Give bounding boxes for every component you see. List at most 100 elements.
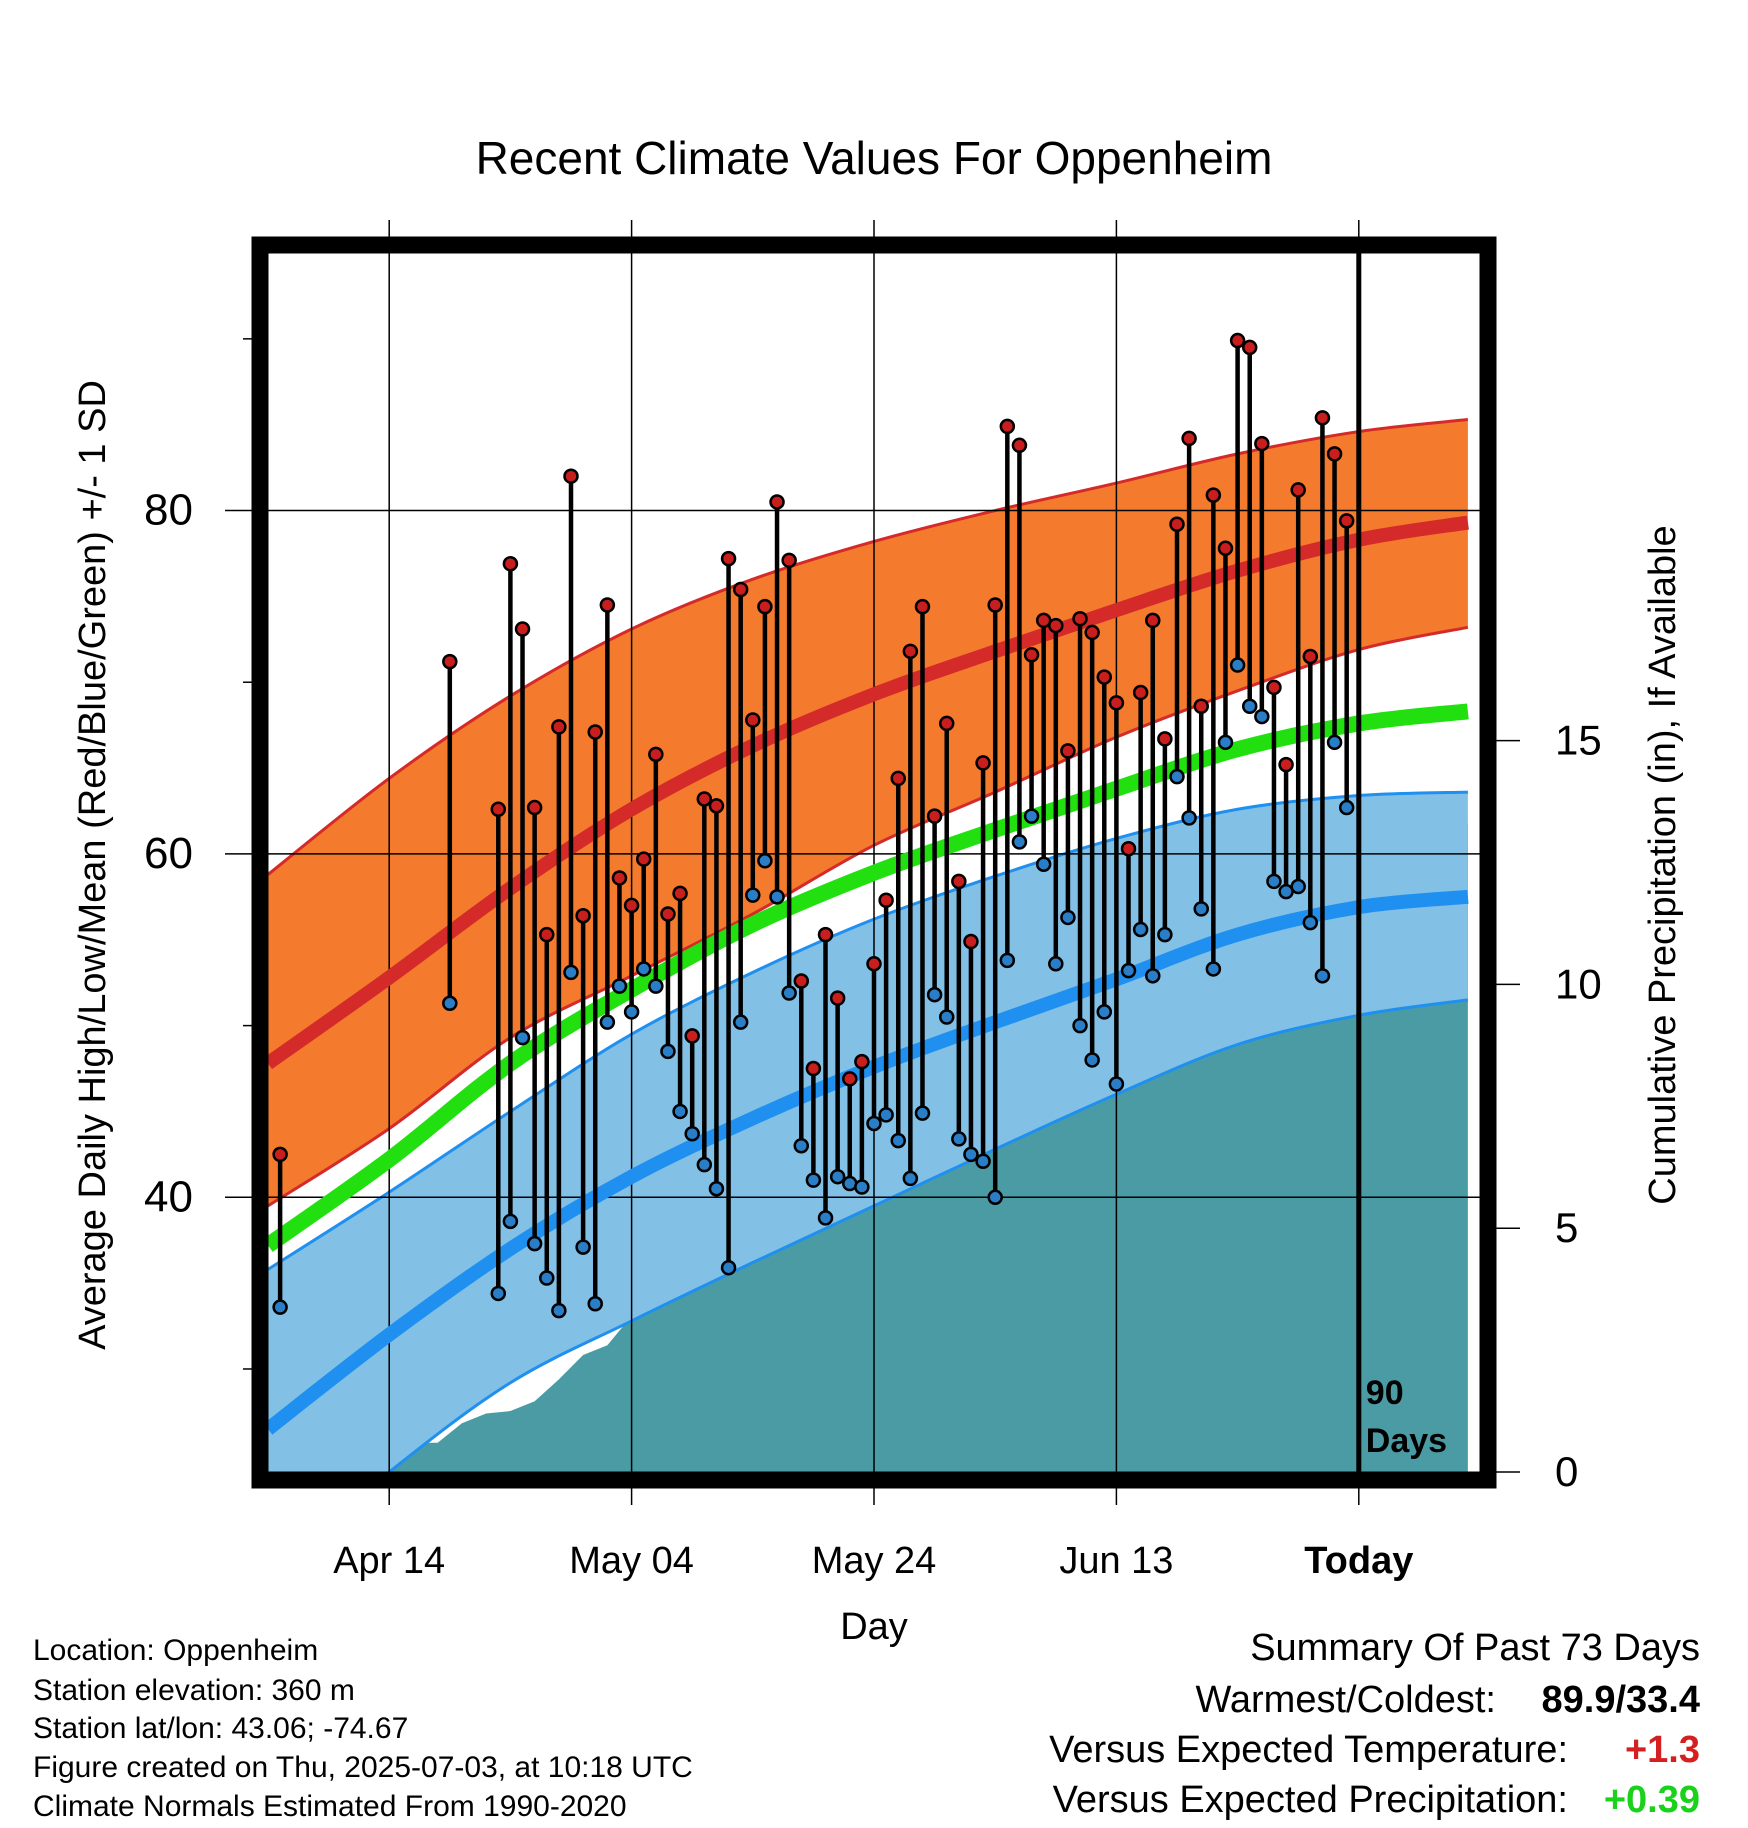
daily-low-point	[951, 1131, 967, 1147]
daily-high-point	[720, 550, 737, 567]
daily-high-point	[878, 892, 894, 909]
warm-cold-value: 89.9/33.4	[1542, 1679, 1700, 1721]
daily-low-point	[720, 1259, 737, 1276]
daily-high-point	[1060, 743, 1076, 759]
daily-high-point	[1096, 669, 1113, 685]
station-elevation: Station elevation: 360 m	[33, 1674, 355, 1707]
daily-low-point	[696, 1156, 713, 1173]
station-info: Location: Oppenheim Station elevation: 3…	[33, 1634, 693, 1823]
daily-low-point	[805, 1172, 822, 1188]
precip-anomaly-label: Versus Expected Precipitation:	[1053, 1779, 1568, 1821]
chart-title: Recent Climate Values For Oppenheim	[476, 132, 1273, 184]
daily-low-point	[757, 853, 773, 869]
y2-tick-label: 10	[1555, 960, 1602, 1007]
summary-title: Summary Of Past 73 Days	[1250, 1627, 1700, 1669]
daily-high-point	[890, 770, 906, 787]
daily-high-point	[1181, 430, 1197, 447]
daily-low-point	[660, 1043, 676, 1060]
daily-low-point	[781, 985, 797, 1001]
daily-low-point	[1084, 1052, 1100, 1068]
daily-high-point	[1205, 487, 1222, 503]
daily-high-point	[575, 907, 591, 924]
daily-low-point	[1254, 708, 1270, 725]
daily-high-point	[1023, 647, 1040, 663]
daily-low-point	[648, 978, 664, 994]
daily-high-point	[1229, 332, 1246, 349]
climate-normals-note: Climate Normals Estimated From 1990-2020	[33, 1790, 627, 1823]
daily-high-point	[587, 724, 603, 740]
plot-frame	[251, 236, 1497, 1489]
daily-low-point	[963, 1146, 979, 1163]
daily-low-point	[1181, 810, 1197, 826]
daily-high-point	[817, 926, 834, 943]
daily-low-point	[1072, 1017, 1088, 1034]
daily-low-point	[1338, 799, 1355, 816]
daily-high-point	[999, 418, 1016, 435]
daily-high-point	[842, 1071, 858, 1087]
x-tick-label: Jun 13	[1059, 1540, 1173, 1582]
daily-high-point	[926, 808, 943, 824]
daily-high-point	[938, 715, 955, 732]
daily-high-point	[1108, 695, 1125, 711]
daily-low-point	[1120, 962, 1137, 979]
daily-low-point	[1145, 968, 1161, 984]
daily-low-point	[987, 1189, 1003, 1206]
daily-high-point	[1084, 624, 1100, 641]
daily-high-point	[1278, 756, 1294, 773]
daily-low-point	[890, 1132, 906, 1149]
plot-content: 90 Days	[268, 253, 1480, 1472]
daily-low-point	[1217, 734, 1234, 751]
daily-high-point	[696, 791, 713, 807]
daily-low-point	[854, 1179, 870, 1195]
daily-low-point	[793, 1138, 810, 1154]
daily-high-point	[781, 552, 797, 569]
daily-low-point	[732, 1014, 749, 1030]
daily-high-point	[1254, 435, 1270, 452]
low-band-lower-edge	[386, 998, 1469, 1472]
temp-anomaly-label: Versus Expected Temperature:	[1049, 1729, 1568, 1771]
daily-low-point	[623, 1004, 640, 1020]
daily-low-point	[502, 1213, 519, 1230]
daily-low-point	[926, 986, 943, 1003]
daily-high-point	[539, 926, 555, 943]
daily-high-point	[648, 746, 664, 763]
daily-low-point	[551, 1302, 567, 1319]
daily-low-point	[1193, 901, 1209, 917]
daily-low-point	[878, 1107, 894, 1123]
daily-high-point	[623, 897, 640, 914]
daily-high-point	[660, 906, 676, 922]
daily-high-point	[1048, 617, 1064, 634]
daily-low-point	[1060, 909, 1076, 926]
daily-high-point	[1326, 446, 1343, 462]
daily-low-point	[1108, 1076, 1125, 1092]
daily-low-point	[1205, 961, 1222, 977]
daily-high-point	[502, 556, 519, 572]
daily-high-point	[1266, 679, 1282, 696]
daily-high-point	[1314, 410, 1331, 426]
temp-anomaly-value: +1.3	[1625, 1729, 1700, 1771]
daily-high-point	[599, 597, 616, 613]
daily-high-point	[975, 755, 991, 771]
daily-low-point	[975, 1153, 991, 1169]
daily-high-point	[611, 870, 628, 886]
daily-low-point	[1241, 698, 1258, 715]
daily-high-point	[757, 598, 773, 615]
daily-low-point	[1266, 873, 1282, 890]
daily-high-point	[902, 643, 919, 660]
today-window-label: 90	[1366, 1374, 1404, 1412]
station-location: Location: Oppenheim	[33, 1634, 318, 1667]
daily-low-point	[1169, 768, 1185, 785]
daily-low-point	[272, 1299, 288, 1315]
warm-cold-label: Warmest/Coldest:	[1195, 1679, 1496, 1721]
daily-high-point	[1338, 513, 1355, 529]
x-tick-label: Apr 14	[333, 1540, 445, 1582]
daily-low-point	[902, 1170, 919, 1187]
daily-low-point	[514, 1029, 531, 1046]
daily-high-point	[708, 798, 725, 814]
daily-high-point	[1132, 684, 1149, 701]
station-latlon: Station lat/lon: 43.06; -74.67	[33, 1712, 408, 1745]
daily-high-point	[769, 494, 785, 510]
daily-high-point	[1120, 841, 1137, 857]
daily-low-point	[575, 1239, 591, 1255]
x-tick-label: Today	[1304, 1540, 1413, 1582]
